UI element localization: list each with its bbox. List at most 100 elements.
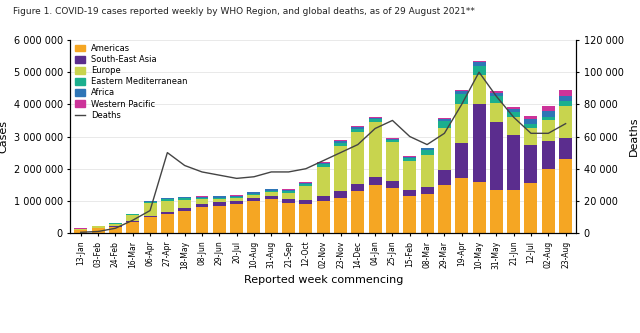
Bar [403, 156, 416, 157]
Bar [74, 230, 87, 233]
Deaths [423, 143, 431, 147]
Text: Figure 1. COVID-19 cases reported weekly by WHO Region, and global deaths, as of: Figure 1. COVID-19 cases reported weekly… [13, 7, 475, 16]
Bar [178, 198, 191, 200]
Bar [300, 204, 312, 233]
Bar [420, 149, 433, 150]
Bar [525, 183, 538, 233]
Bar [161, 199, 174, 201]
Deaths [216, 173, 223, 177]
Bar [126, 221, 140, 222]
Bar [317, 167, 330, 196]
Deaths [545, 131, 552, 135]
Bar [369, 117, 381, 118]
Bar [559, 138, 572, 159]
Bar [472, 104, 486, 181]
Bar [230, 198, 243, 201]
Bar [178, 197, 191, 198]
Deaths [268, 170, 275, 174]
Bar [213, 206, 226, 233]
Bar [248, 191, 260, 192]
Bar [143, 201, 157, 202]
Bar [542, 121, 555, 141]
Bar [420, 155, 433, 187]
Bar [109, 227, 122, 233]
Bar [525, 124, 538, 129]
Deaths [250, 175, 258, 179]
Bar [438, 170, 451, 185]
Bar [386, 139, 399, 140]
Bar [542, 169, 555, 233]
Deaths [371, 127, 379, 131]
Deaths [285, 170, 292, 174]
Deaths [388, 119, 396, 123]
Bar [542, 107, 555, 111]
Bar [403, 158, 416, 161]
Bar [195, 196, 209, 198]
Bar [455, 90, 468, 91]
Bar [317, 196, 330, 201]
Bar [455, 143, 468, 178]
Bar [525, 129, 538, 145]
Bar [542, 117, 555, 121]
Bar [265, 188, 278, 189]
Bar [490, 93, 503, 96]
Bar [403, 157, 416, 158]
Bar [420, 187, 433, 194]
Bar [420, 148, 433, 149]
Bar [490, 103, 503, 122]
Bar [386, 138, 399, 139]
Deaths [562, 122, 570, 126]
Bar [143, 217, 157, 233]
Bar [195, 198, 209, 199]
Bar [472, 63, 486, 66]
Bar [559, 159, 572, 233]
Bar [525, 116, 538, 119]
Deaths [319, 159, 327, 163]
Bar [230, 204, 243, 233]
Deaths [440, 131, 448, 135]
Y-axis label: Deaths: Deaths [629, 117, 639, 156]
Bar [386, 188, 399, 233]
Bar [420, 150, 433, 155]
Bar [438, 121, 451, 129]
Bar [143, 216, 157, 217]
Deaths [111, 226, 119, 230]
Deaths [146, 208, 154, 212]
Bar [230, 195, 243, 197]
Bar [265, 199, 278, 233]
Deaths [164, 151, 172, 155]
Bar [525, 145, 538, 183]
Bar [386, 142, 399, 181]
Bar [317, 201, 330, 233]
Bar [265, 196, 278, 199]
Deaths [527, 131, 535, 135]
Deaths [475, 70, 483, 74]
Bar [265, 192, 278, 196]
Bar [386, 181, 399, 188]
Bar [403, 161, 416, 190]
Deaths [198, 170, 206, 174]
Bar [369, 120, 381, 122]
Bar [282, 202, 295, 233]
Bar [472, 61, 486, 63]
Bar [507, 107, 520, 109]
Bar [455, 91, 468, 94]
Bar [455, 104, 468, 143]
Bar [143, 202, 157, 203]
Bar [126, 222, 140, 233]
Bar [126, 214, 140, 215]
Bar [230, 201, 243, 204]
Deaths [493, 94, 500, 98]
Bar [334, 141, 347, 143]
Bar [334, 146, 347, 191]
Bar [282, 192, 295, 199]
Bar [369, 177, 381, 185]
Bar [507, 112, 520, 117]
Bar [300, 186, 312, 200]
Bar [248, 192, 260, 194]
Bar [525, 119, 538, 124]
Deaths [510, 115, 518, 119]
Bar [213, 198, 226, 199]
Bar [334, 143, 347, 146]
Deaths [94, 229, 102, 233]
